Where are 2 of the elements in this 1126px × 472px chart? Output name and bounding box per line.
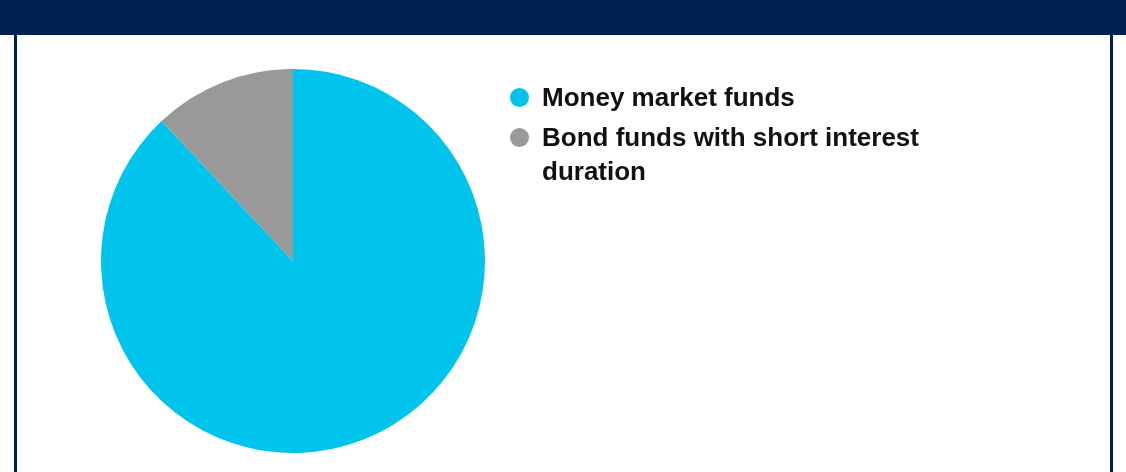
legend-label: Bond funds with short interest duration [542, 122, 919, 186]
legend-label: Money market funds [542, 82, 795, 112]
